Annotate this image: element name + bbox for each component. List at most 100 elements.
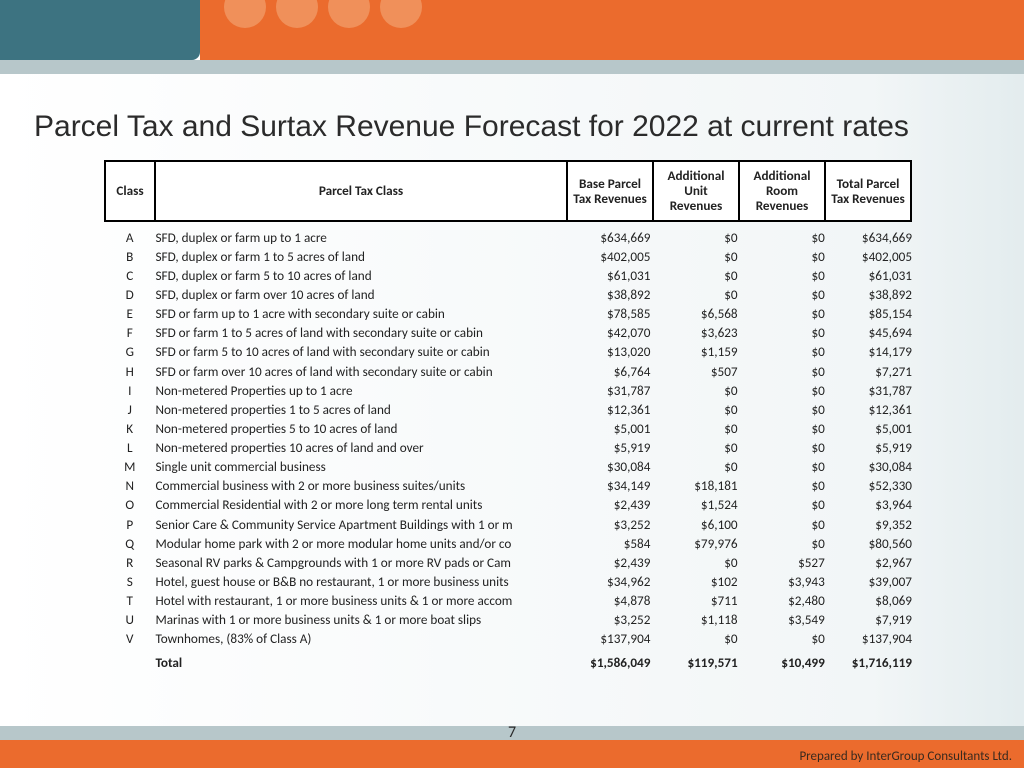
- cell-base: $78,585: [571, 304, 658, 323]
- cell-base: $2,439: [571, 495, 658, 514]
- table-row: GSFD or farm 5 to 10 acres of land with …: [104, 342, 920, 361]
- cell-room: $0: [746, 400, 833, 419]
- cell-desc: Modular home park with 2 or more modular…: [155, 534, 571, 553]
- cell-unit: $0: [658, 266, 745, 285]
- cell-room: $0: [746, 304, 833, 323]
- cell-class: T: [104, 591, 155, 610]
- cell-room: $0: [746, 419, 833, 438]
- cell-desc: SFD or farm 1 to 5 acres of land with se…: [155, 323, 571, 342]
- table-row: ESFD or farm up to 1 acre with secondary…: [104, 304, 920, 323]
- cell-class: C: [104, 266, 155, 285]
- top-banner: [0, 0, 1024, 60]
- cell-total-label: Total: [155, 653, 571, 672]
- cell-base: $12,361: [571, 400, 658, 419]
- table-row: PSenior Care & Community Service Apartme…: [104, 515, 920, 534]
- slide: Parcel Tax and Surtax Revenue Forecast f…: [0, 0, 1024, 768]
- cell-unit: $0: [658, 438, 745, 457]
- cell-class: H: [104, 362, 155, 381]
- cell-total-total: $1,716,119: [833, 653, 920, 672]
- cell-room: $527: [746, 553, 833, 572]
- cell-room: $3,549: [746, 610, 833, 629]
- cell-unit: $6,100: [658, 515, 745, 534]
- cell-room: $0: [746, 515, 833, 534]
- cell-unit: $507: [658, 362, 745, 381]
- table-row: DSFD, duplex or farm over 10 acres of la…: [104, 285, 920, 304]
- cell-total: $39,007: [833, 572, 920, 591]
- cell-room: $0: [746, 266, 833, 285]
- table-row: BSFD, duplex or farm 1 to 5 acres of lan…: [104, 247, 920, 266]
- col-unit: Additional Unit Revenues: [652, 160, 740, 222]
- col-base: Base Parcel Tax Revenues: [566, 160, 654, 222]
- cell-base: $5,919: [571, 438, 658, 457]
- cell-unit: $0: [658, 247, 745, 266]
- cell-unit: $0: [658, 285, 745, 304]
- cell-class: U: [104, 610, 155, 629]
- cell-desc: SFD, duplex or farm up to 1 acre: [155, 228, 571, 247]
- cell-class: O: [104, 495, 155, 514]
- cell-total: $7,271: [833, 362, 920, 381]
- cell-total: $137,904: [833, 629, 920, 648]
- table-row: VTownhomes, (83% of Class A)$137,904$0$0…: [104, 629, 920, 648]
- cell-room: $0: [746, 629, 833, 648]
- table-row: UMarinas with 1 or more business units &…: [104, 610, 920, 629]
- cell-unit: $711: [658, 591, 745, 610]
- cell-base: $137,904: [571, 629, 658, 648]
- cell-unit: $18,181: [658, 476, 745, 495]
- cell-total: $45,694: [833, 323, 920, 342]
- table-row: ASFD, duplex or farm up to 1 acre$634,66…: [104, 228, 920, 247]
- table-row: MSingle unit commercial business$30,084$…: [104, 457, 920, 476]
- cell-unit: $3,623: [658, 323, 745, 342]
- col-desc: Parcel Tax Class: [154, 160, 568, 222]
- cell-class: L: [104, 438, 155, 457]
- cell-unit: $0: [658, 400, 745, 419]
- cell-unit: $79,976: [658, 534, 745, 553]
- table-row: QModular home park with 2 or more modula…: [104, 534, 920, 553]
- cell-total: $12,361: [833, 400, 920, 419]
- cell-total: $14,179: [833, 342, 920, 361]
- cell-base: $584: [571, 534, 658, 553]
- table-row: NCommercial business with 2 or more busi…: [104, 476, 920, 495]
- table-row: KNon-metered properties 5 to 10 acres of…: [104, 419, 920, 438]
- cell-room: $0: [746, 342, 833, 361]
- cell-class: G: [104, 342, 155, 361]
- cell-total: $7,919: [833, 610, 920, 629]
- cell-base: $5,001: [571, 419, 658, 438]
- cell-desc: Non-metered properties 5 to 10 acres of …: [155, 419, 571, 438]
- cell-room: $0: [746, 323, 833, 342]
- cell-unit: $1,524: [658, 495, 745, 514]
- table-row: THotel with restaurant, 1 or more busine…: [104, 591, 920, 610]
- cell-room: $0: [746, 285, 833, 304]
- cell-unit: $0: [658, 419, 745, 438]
- cell-total: $52,330: [833, 476, 920, 495]
- cell-desc: Commercial business with 2 or more busin…: [155, 476, 571, 495]
- cell-desc: Hotel with restaurant, 1 or more busines…: [155, 591, 571, 610]
- table-total-row: Total$1,586,049$119,571$10,499$1,716,119: [104, 653, 920, 672]
- cell-room: $0: [746, 457, 833, 476]
- page-number: 7: [0, 723, 1024, 742]
- cell-base: $3,252: [571, 515, 658, 534]
- cell-base: $30,084: [571, 457, 658, 476]
- cell-class: K: [104, 419, 155, 438]
- cell-total: $31,787: [833, 381, 920, 400]
- cell-desc: Senior Care & Community Service Apartmen…: [155, 515, 571, 534]
- cell-base: $34,149: [571, 476, 658, 495]
- revenue-table: Class Parcel Tax Class Base Parcel Tax R…: [104, 160, 920, 672]
- cell-unit: $102: [658, 572, 745, 591]
- cell-desc: SFD, duplex or farm over 10 acres of lan…: [155, 285, 571, 304]
- cell-base: $6,764: [571, 362, 658, 381]
- table-body: ASFD, duplex or farm up to 1 acre$634,66…: [104, 228, 920, 672]
- cell-room: $0: [746, 438, 833, 457]
- cell-room: $3,943: [746, 572, 833, 591]
- cell-class: E: [104, 304, 155, 323]
- cell-unit: $6,568: [658, 304, 745, 323]
- cell-desc: Non-metered Properties up to 1 acre: [155, 381, 571, 400]
- table-header: Class Parcel Tax Class Base Parcel Tax R…: [104, 160, 920, 222]
- cell-unit: $0: [658, 381, 745, 400]
- prepared-by: Prepared by InterGroup Consultants Ltd.: [799, 749, 1012, 764]
- cell-class: D: [104, 285, 155, 304]
- cell-desc: SFD or farm 5 to 10 acres of land with s…: [155, 342, 571, 361]
- cell-desc: Non-metered properties 10 acres of land …: [155, 438, 571, 457]
- cell-class: S: [104, 572, 155, 591]
- table-row: JNon-metered properties 1 to 5 acres of …: [104, 400, 920, 419]
- cell-desc: Marinas with 1 or more business units & …: [155, 610, 571, 629]
